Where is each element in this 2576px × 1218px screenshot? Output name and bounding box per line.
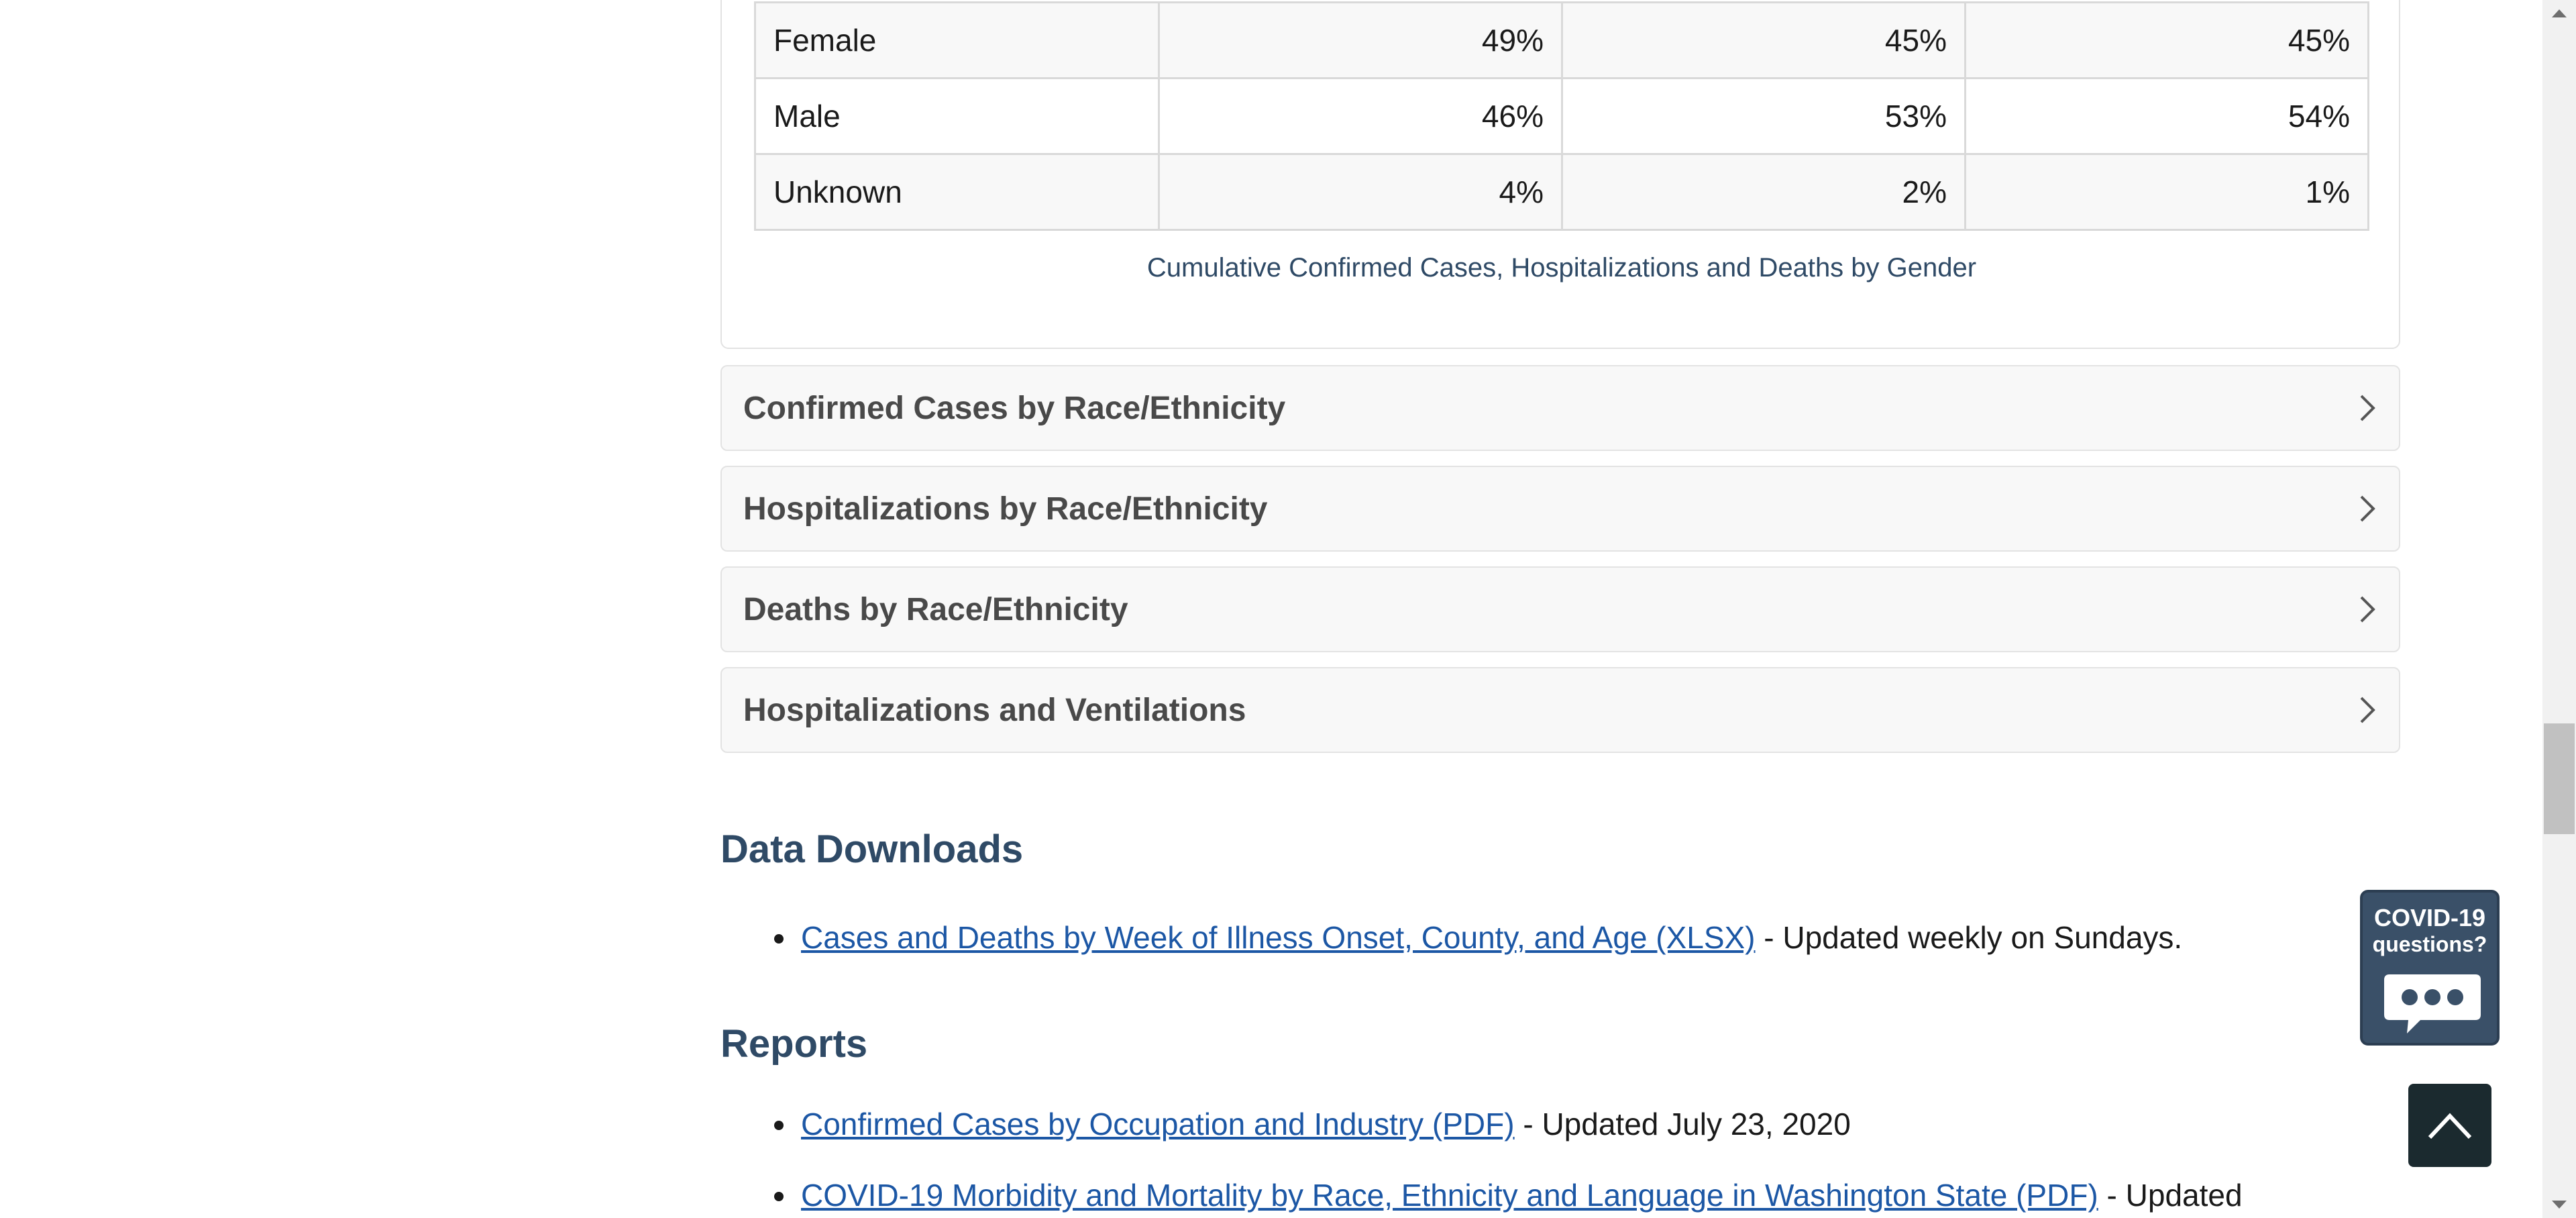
row-label: Unknown [754,153,1160,231]
bullet [774,1121,784,1130]
widget-line-2: questions? [2372,932,2487,956]
accordion-title: Hospitalizations and Ventilations [743,692,1246,728]
widget-line-1: COVID-19 [2373,904,2486,931]
gender-table-card: Female 49% 45% 45% Male 46% 53% 54% Unkn… [720,0,2400,349]
link-note: - Updated [2098,1178,2243,1213]
scroll-thumb[interactable] [2544,723,2575,834]
chevron-right-icon [2360,697,2375,723]
reports-list: Confirmed Cases by Occupation and Indust… [720,1106,2243,1213]
accordion-title: Deaths by Race/Ethnicity [743,591,1128,627]
chevron-up-icon [2428,1113,2472,1139]
bullet [774,934,784,944]
data-downloads-list: Cases and Deaths by Week of Illness Onse… [720,919,2182,956]
scroll-up-arrow-icon[interactable] [2552,9,2567,17]
cell-hospitalizations: 2% [1561,153,1966,231]
table-caption: Cumulative Confirmed Cases, Hospitalizat… [1146,253,1977,283]
list-item: Confirmed Cases by Occupation and Indust… [720,1106,2243,1142]
table-row: Unknown 4% 2% 1% [754,153,2369,231]
row-label: Male [754,77,1160,155]
cell-hospitalizations: 53% [1561,77,1966,155]
download-link-cases-deaths[interactable]: Cases and Deaths by Week of Illness Onse… [801,920,1756,955]
table-row: Male 46% 53% 54% [754,77,2369,155]
chat-bubble-icon [2384,974,2481,1033]
cell-cases: 49% [1158,1,1563,79]
data-downloads-heading: Data Downloads [720,827,1024,871]
accordion-hospitalizations-race[interactable]: Hospitalizations by Race/Ethnicity [720,466,2400,552]
list-item: COVID-19 Morbidity and Mortality by Race… [720,1177,2243,1213]
link-note: - Updated July 23, 2020 [1514,1107,1851,1141]
chevron-right-icon [2360,596,2375,623]
accordion-confirmed-cases-race[interactable]: Confirmed Cases by Race/Ethnicity [720,365,2400,451]
chevron-right-icon [2360,495,2375,522]
covid-questions-chat-widget[interactable]: COVID-19 questions? [2360,890,2500,1046]
link-note: - Updated weekly on Sundays. [1755,920,2183,955]
cell-hospitalizations: 45% [1561,1,1966,79]
table-row: Female 49% 45% 45% [754,1,2369,79]
vertical-scrollbar[interactable] [2542,0,2576,1218]
report-link-occupation[interactable]: Confirmed Cases by Occupation and Indust… [801,1107,1515,1141]
scroll-down-arrow-icon[interactable] [2552,1201,2567,1209]
gender-table: Female 49% 45% 45% Male 46% 53% 54% Unkn… [754,1,2369,231]
chevron-right-icon [2360,395,2375,421]
reports-heading: Reports [720,1022,868,1066]
list-item: Cases and Deaths by Week of Illness Onse… [720,919,2182,956]
cell-deaths: 45% [1964,1,2369,79]
cell-deaths: 54% [1964,77,2369,155]
cell-deaths: 1% [1964,153,2369,231]
cell-cases: 46% [1158,77,1563,155]
accordion-title: Hospitalizations by Race/Ethnicity [743,491,1268,527]
cell-cases: 4% [1158,153,1563,231]
back-to-top-button[interactable] [2408,1084,2491,1167]
report-link-morbidity-mortality[interactable]: COVID-19 Morbidity and Mortality by Race… [801,1178,2098,1213]
accordion-hospitalizations-ventilations[interactable]: Hospitalizations and Ventilations [720,667,2400,753]
bullet [774,1192,784,1201]
accordion-title: Confirmed Cases by Race/Ethnicity [743,390,1286,426]
row-label: Female [754,1,1160,79]
accordion-deaths-race[interactable]: Deaths by Race/Ethnicity [720,566,2400,652]
